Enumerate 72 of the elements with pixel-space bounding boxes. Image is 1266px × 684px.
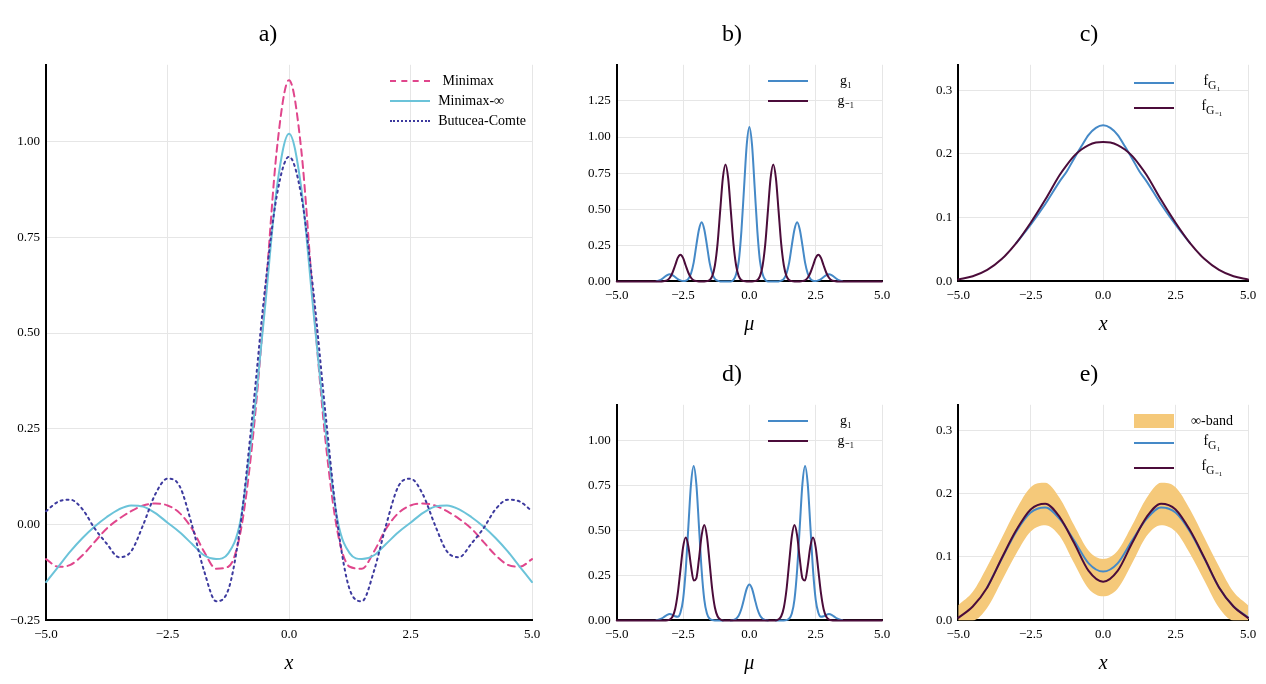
x-tick-label: 2.5 bbox=[402, 625, 419, 641]
legend-label: ∞-band bbox=[1190, 411, 1234, 430]
y-tick-label: 0.50 bbox=[17, 324, 41, 340]
x-tick-label: −2.5 bbox=[1018, 625, 1043, 641]
x-tick-label: −5.0 bbox=[34, 625, 58, 641]
x-axis-title: x bbox=[283, 651, 294, 674]
legend-label: g₋₁ bbox=[836, 91, 856, 110]
x-axis-title: μ bbox=[743, 312, 755, 336]
y-tick-label: 0.1 bbox=[936, 209, 953, 225]
legend-label: g₁ bbox=[839, 411, 853, 430]
chart-title: c) bbox=[1079, 19, 1099, 46]
legend-label: f$_{G₁}$ bbox=[1202, 71, 1222, 94]
chart-title: e) bbox=[1079, 359, 1099, 386]
y-tick-label: 0.75 bbox=[588, 164, 611, 180]
legend-label: f$_{G₋₁}$ bbox=[1200, 456, 1224, 479]
y-tick-label: 1.00 bbox=[588, 432, 611, 448]
x-tick-label: −2.5 bbox=[1018, 286, 1043, 302]
y-tick-label: 0.3 bbox=[936, 421, 953, 437]
x-tick-label: 5.0 bbox=[873, 625, 891, 641]
legend-label: f$_{G₋₁}$ bbox=[1200, 96, 1224, 119]
x-tick-label: 0.0 bbox=[741, 625, 758, 641]
x-tick-label: 0.0 bbox=[1095, 286, 1112, 302]
y-tick-label: 0.3 bbox=[936, 81, 953, 97]
y-tick-label: 0.00 bbox=[17, 516, 41, 532]
legend-label: Minimax bbox=[441, 71, 495, 90]
y-tick-label: 0.0 bbox=[936, 272, 953, 288]
y-tick-label: 0.25 bbox=[588, 566, 611, 582]
x-tick-label: −5.0 bbox=[604, 625, 629, 641]
chart-title: a) bbox=[258, 19, 278, 46]
y-tick-label: 0.50 bbox=[588, 200, 611, 216]
x-tick-label: 5.0 bbox=[523, 625, 541, 641]
x-axis-title: x bbox=[1097, 312, 1108, 335]
y-tick-label: 0.2 bbox=[936, 145, 953, 161]
x-tick-label: −2.5 bbox=[155, 625, 180, 641]
y-tick-label: 1.00 bbox=[17, 132, 41, 148]
y-tick-label: −0.25 bbox=[9, 611, 41, 627]
y-tick-label: 0.00 bbox=[588, 272, 611, 288]
y-tick-label: 1.00 bbox=[588, 128, 611, 144]
y-tick-label: 0.00 bbox=[588, 611, 611, 627]
x-tick-label: 5.0 bbox=[1239, 625, 1257, 641]
legend-label: g₁ bbox=[839, 71, 853, 90]
y-tick-label: 0.75 bbox=[588, 477, 611, 493]
chart-title: b) bbox=[722, 19, 742, 46]
y-tick-label: 0.25 bbox=[588, 236, 611, 252]
x-tick-label: −5.0 bbox=[604, 286, 629, 302]
x-tick-label: 2.5 bbox=[1167, 286, 1184, 302]
x-tick-label: 5.0 bbox=[873, 286, 891, 302]
y-tick-label: 1.25 bbox=[588, 92, 611, 108]
x-tick-label: 0.0 bbox=[280, 625, 298, 641]
x-tick-label: −5.0 bbox=[946, 286, 971, 302]
y-tick-label: 0.50 bbox=[588, 521, 611, 537]
x-tick-label: −2.5 bbox=[671, 286, 695, 302]
legend-label: f$_{G₁}$ bbox=[1202, 431, 1222, 454]
x-tick-label: 2.5 bbox=[807, 625, 824, 641]
x-tick-label: −2.5 bbox=[671, 625, 695, 641]
x-tick-label: 5.0 bbox=[1239, 286, 1257, 302]
y-tick-label: 0.75 bbox=[17, 228, 41, 244]
y-tick-label: 0.2 bbox=[936, 485, 953, 500]
y-tick-label: 0.1 bbox=[936, 548, 953, 564]
y-tick-label: 0.0 bbox=[936, 611, 953, 627]
x-axis-title: x bbox=[1097, 651, 1108, 674]
legend-label: Butucea-Comte bbox=[438, 111, 526, 130]
x-tick-label: 0.0 bbox=[741, 286, 758, 302]
x-tick-label: 0.0 bbox=[1095, 625, 1112, 641]
x-tick-label: 2.5 bbox=[807, 286, 824, 302]
y-tick-label: 0.25 bbox=[17, 420, 41, 436]
x-tick-label: 2.5 bbox=[1167, 625, 1184, 641]
legend-label: g₋₁ bbox=[836, 431, 856, 450]
legend-label: Minimax-∞ bbox=[438, 91, 505, 110]
chart-title: d) bbox=[722, 359, 742, 386]
x-tick-label: −5.0 bbox=[946, 625, 971, 641]
x-axis-title: μ bbox=[743, 651, 755, 675]
